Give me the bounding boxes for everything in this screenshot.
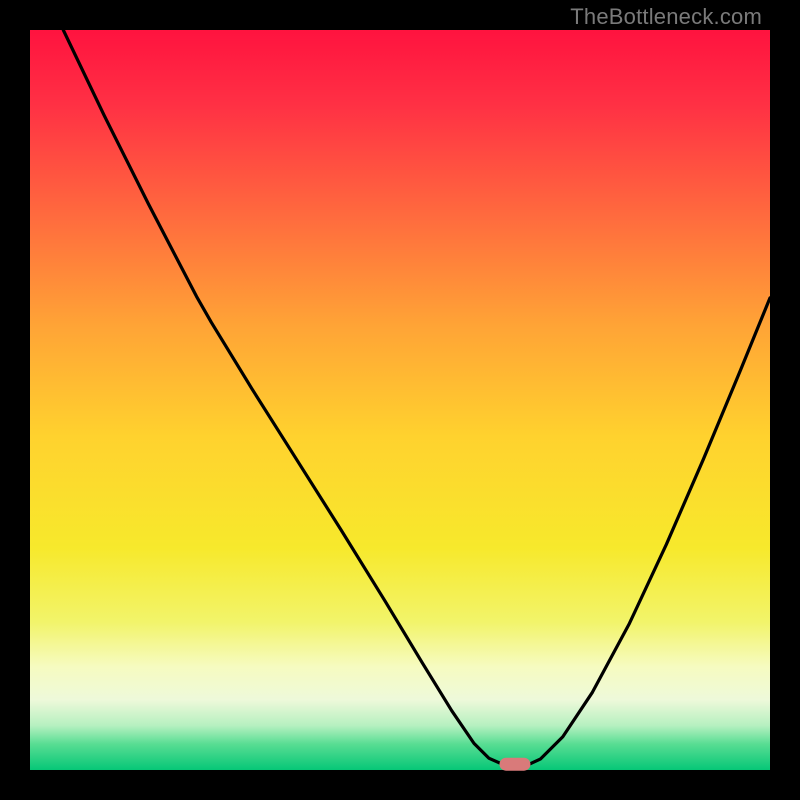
curve-layer — [30, 30, 770, 770]
chart-frame: TheBottleneck.com — [0, 0, 800, 800]
watermark-text: TheBottleneck.com — [570, 4, 762, 30]
plot-area — [30, 30, 770, 770]
bottleneck-marker — [499, 758, 530, 771]
bottleneck-curve — [63, 30, 770, 764]
